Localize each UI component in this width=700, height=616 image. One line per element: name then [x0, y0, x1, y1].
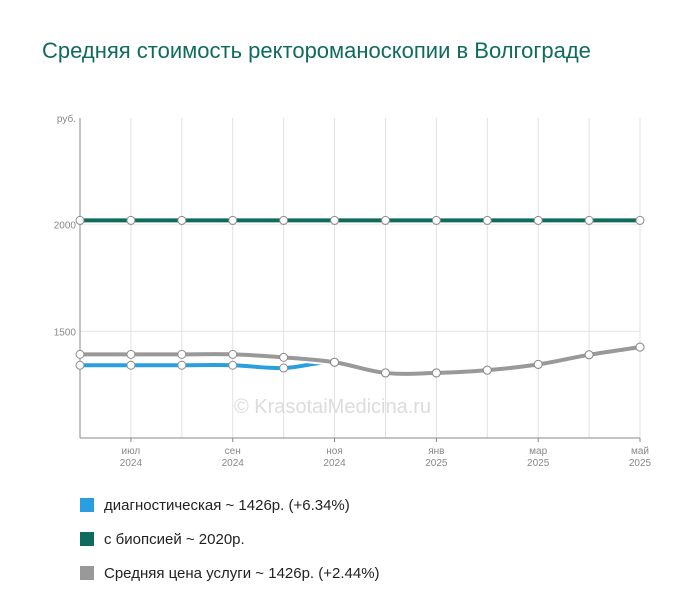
point-biopsy — [279, 215, 289, 225]
point-average — [330, 357, 340, 367]
x-tick-month: янв — [428, 446, 444, 457]
point-biopsy — [380, 215, 390, 225]
x-tick-month: ноя — [326, 446, 343, 457]
point-average — [75, 349, 85, 359]
y-axis-unit-label: руб. — [57, 113, 76, 125]
point-biopsy — [482, 215, 492, 225]
watermark-text: © KrasotaiMedicina.ru — [234, 396, 432, 418]
point-average — [482, 365, 492, 375]
point-biopsy — [330, 215, 340, 225]
legend-item-biopsy[interactable]: с биопсией ~ 2020р. — [80, 522, 380, 556]
point-biopsy — [177, 215, 187, 225]
legend-swatch-biopsy — [80, 532, 94, 546]
point-diagnostic — [75, 360, 85, 370]
legend-swatch-diagnostic — [80, 498, 94, 512]
point-average — [228, 349, 238, 359]
grid-lines — [79, 118, 641, 438]
point-average — [279, 352, 289, 362]
point-biopsy — [228, 215, 238, 225]
point-average — [380, 368, 390, 378]
point-diagnostic — [228, 360, 238, 370]
x-tick-month: сен — [225, 446, 241, 457]
line-chart: июл2024сен2024ноя2024янв2025мар2025май20… — [54, 113, 652, 469]
point-average — [533, 359, 543, 369]
point-biopsy — [533, 215, 543, 225]
point-average — [126, 349, 136, 359]
series-points — [75, 215, 645, 378]
series-lines — [76, 216, 644, 378]
y-tick-label: 1500 — [54, 327, 77, 338]
point-average — [584, 350, 594, 360]
legend-item-diagnostic[interactable]: диагностическая ~ 1426р. (+6.34%) — [80, 488, 380, 522]
x-tick-year: 2025 — [425, 458, 448, 469]
x-tick-year: 2024 — [120, 458, 143, 469]
x-tick-month: май — [631, 446, 649, 457]
point-biopsy — [75, 215, 85, 225]
legend-item-average[interactable]: Средняя цена услуги ~ 1426р. (+2.44%) — [80, 556, 380, 590]
x-tick-labels: июл2024сен2024ноя2024янв2025мар2025май20… — [120, 438, 652, 469]
point-average — [177, 349, 187, 359]
point-diagnostic — [177, 360, 187, 370]
x-tick-month: мар — [529, 446, 547, 457]
x-tick-month: июл — [122, 446, 141, 457]
x-tick-year: 2025 — [527, 458, 550, 469]
axes — [79, 118, 640, 439]
legend-label-diagnostic: диагностическая ~ 1426р. (+6.34%) — [104, 496, 350, 514]
y-tick-labels: 1500 2000 руб. — [54, 113, 77, 338]
x-tick-year: 2025 — [629, 458, 652, 469]
legend-label-average: Средняя цена услуги ~ 1426р. (+2.44%) — [104, 564, 380, 582]
point-average — [431, 368, 441, 378]
point-biopsy — [126, 215, 136, 225]
legend: диагностическая ~ 1426р. (+6.34%) с биоп… — [80, 488, 380, 590]
point-biopsy — [584, 215, 594, 225]
x-tick-year: 2024 — [222, 458, 245, 469]
point-biopsy — [635, 215, 645, 225]
legend-label-biopsy: с биопсией ~ 2020р. — [104, 530, 245, 548]
point-average — [635, 342, 645, 352]
x-tick-year: 2024 — [323, 458, 346, 469]
y-tick-label: 2000 — [54, 221, 77, 232]
point-biopsy — [431, 215, 441, 225]
legend-swatch-average — [80, 566, 94, 580]
point-diagnostic — [279, 363, 289, 373]
point-diagnostic — [126, 360, 136, 370]
chart-title: Средняя стоимость ректороманоскопии в Во… — [42, 38, 591, 63]
